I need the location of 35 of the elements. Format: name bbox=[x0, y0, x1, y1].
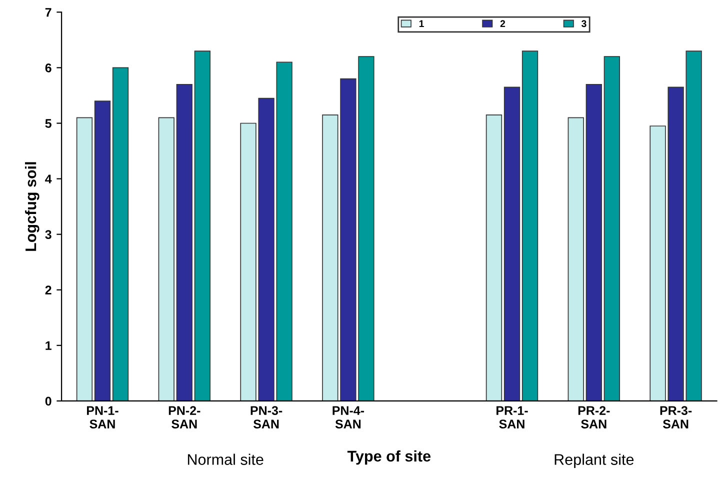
bar bbox=[522, 50, 538, 401]
y-axis-title: Logcfug soil bbox=[25, 162, 40, 251]
y-tick-label: 4 bbox=[45, 174, 52, 184]
bar bbox=[76, 117, 93, 401]
y-tick-label: 7 bbox=[45, 8, 52, 17]
x-tick-label: PN-4- SAN bbox=[332, 406, 364, 428]
y-tick-label: 2 bbox=[45, 286, 52, 294]
bar bbox=[194, 50, 210, 401]
bar bbox=[568, 117, 584, 401]
x-tick-label: PN-1- SAN bbox=[87, 406, 118, 428]
legend-label: 2 bbox=[500, 20, 506, 27]
bar bbox=[112, 67, 129, 401]
bar bbox=[586, 84, 602, 401]
y-tick-label: 0 bbox=[45, 396, 52, 406]
bar bbox=[94, 100, 111, 401]
x-tick-label: PR-3- SAN bbox=[660, 406, 692, 428]
bar bbox=[686, 50, 702, 401]
bar bbox=[486, 114, 502, 401]
legend-label: 3 bbox=[581, 20, 586, 28]
bar bbox=[604, 56, 620, 401]
bar bbox=[158, 117, 174, 401]
y-tick-label: 1 bbox=[46, 341, 52, 350]
bar bbox=[504, 86, 520, 401]
y-tick-label: 6 bbox=[45, 63, 52, 72]
y-tick-label: 5 bbox=[45, 119, 52, 128]
text: Replant site bbox=[554, 454, 634, 468]
x-tick-label: PN-3- SAN bbox=[250, 406, 282, 428]
x-tick-label: PN-2- SAN bbox=[168, 406, 200, 428]
x-tick-label: PR-2- SAN bbox=[578, 406, 610, 428]
x-tick-label: PR-1- SAN bbox=[496, 406, 528, 428]
legend-label: 1 bbox=[419, 20, 424, 27]
x-axis-title: Type of site bbox=[347, 450, 431, 465]
text: Normal site bbox=[188, 454, 264, 465]
y-tick-label: 3 bbox=[45, 230, 52, 239]
bar bbox=[176, 84, 192, 401]
